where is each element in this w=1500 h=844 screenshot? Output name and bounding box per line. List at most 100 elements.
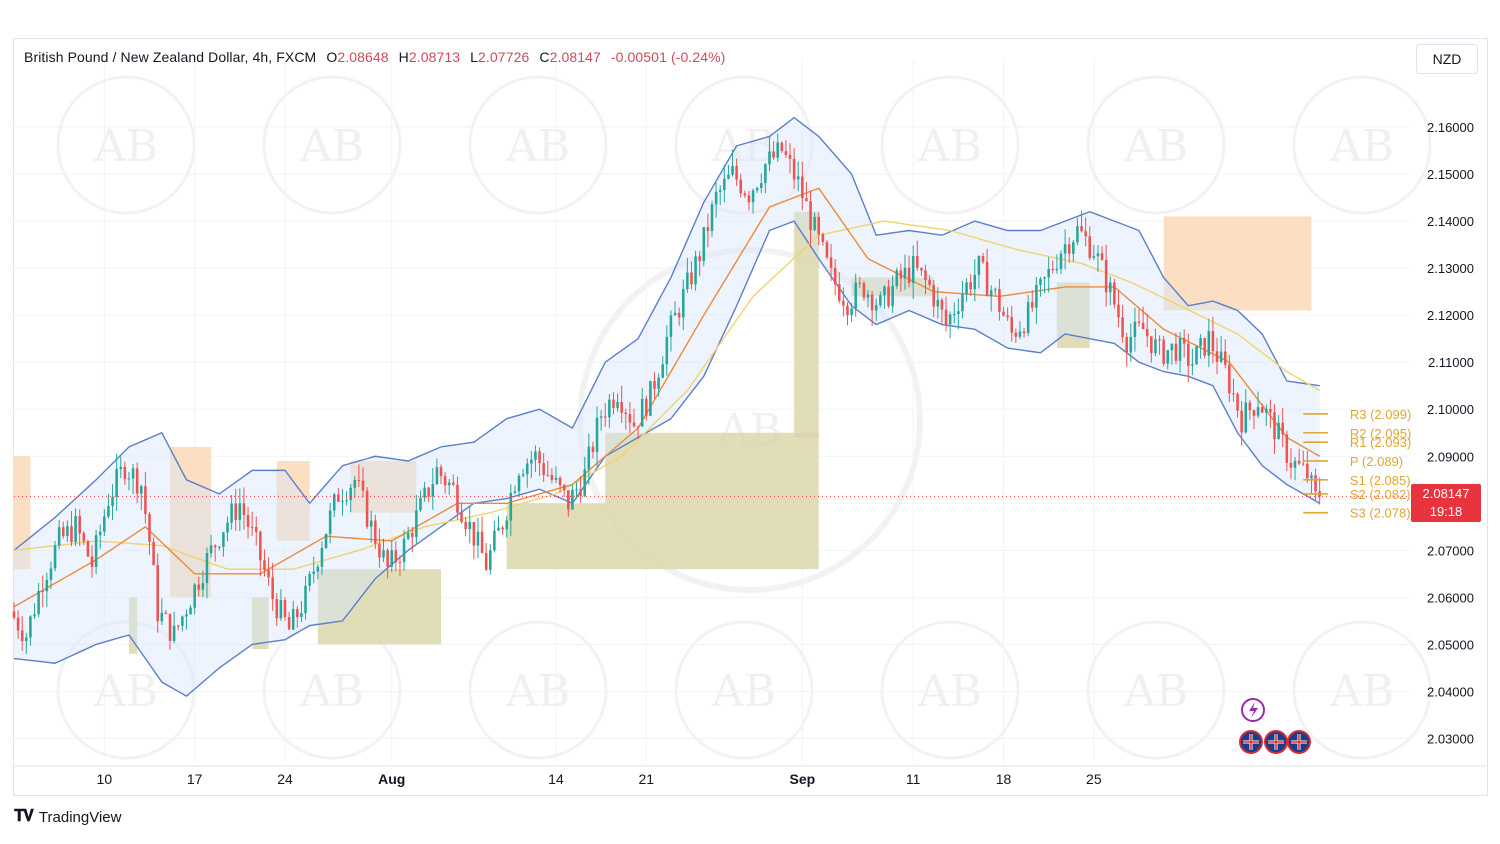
candle-body [111,496,114,507]
candle-body [879,295,882,306]
candle-body [1125,337,1128,353]
candle-body [591,446,595,453]
low-value: 2.07726 [478,49,530,65]
candle-body [283,599,287,618]
candle-body [1067,244,1071,254]
candle-body [271,577,274,599]
candle-body [1195,346,1198,365]
candle-body [562,485,566,491]
candle-body [944,309,948,325]
candle-body [279,599,283,619]
candle-body [1178,338,1182,361]
candle-body [961,294,964,312]
x-tick-label: 11 [906,771,921,787]
candle-body [1039,278,1042,285]
tradingview-brand[interactable]: 𝐓𝐕 TradingView [14,808,121,826]
candle-body [1104,259,1108,293]
candle-body [201,583,205,590]
candle-body [1306,463,1309,479]
candle-body [123,466,127,480]
candle-body [263,560,266,570]
candle-body [435,467,439,485]
candle-body [332,494,336,511]
x-tick-label: 17 [187,771,203,787]
candle-body [1289,462,1293,468]
candle-body [780,142,784,152]
candle-body [567,490,570,510]
y-tick-label: 2.13000 [1427,261,1474,276]
candle-body [1252,410,1256,416]
candle-body [969,282,972,290]
candle-body [764,164,767,184]
candle-body [632,422,636,427]
high-label: H [398,49,409,65]
x-axis[interactable]: 10 17 24 Aug 14 21 Sep 11 18 25 [14,765,1486,787]
candle-body [320,547,324,567]
candle-body [304,585,307,614]
candle-body [1088,236,1092,258]
candle-body [1092,256,1096,258]
candle-body [415,510,418,537]
candle-body [842,300,845,306]
candle-body [981,255,985,262]
demand-zone [252,597,269,650]
candle-body [829,257,833,268]
candle-body [501,527,504,530]
watermark-ring [468,620,608,760]
candle-body [1215,351,1219,362]
candle-body [735,165,738,180]
demand-zone [605,432,819,570]
candle-body [1240,410,1243,433]
candle-body [1018,331,1022,337]
watermark-ring-large [577,247,923,593]
candle-body [312,571,316,574]
candle-body [70,526,73,543]
lightning-icon [1249,702,1258,718]
candle-body [636,426,640,428]
candle-body [218,546,221,548]
candle-body [1129,336,1133,353]
candles-layer [12,133,1410,654]
candle-body [57,527,61,546]
candle-body [1301,463,1305,465]
candle-body [148,513,151,542]
candle-body [1236,393,1239,411]
candle-body [345,500,348,502]
symbol-title[interactable]: British Pound / New Zealand Dollar, 4h, … [24,49,317,65]
symbol-legend[interactable]: British Pound / New Zealand Dollar, 4h, … [24,49,725,65]
chart-frame[interactable] [13,38,1488,796]
candle-body [1260,407,1264,413]
candle-body [156,565,159,622]
supply-zone [1163,216,1312,311]
candle-body [234,503,237,520]
candle-body [1026,302,1030,334]
candle-body [916,255,919,268]
event-icons[interactable] [1239,698,1311,754]
currency-button[interactable]: NZD [1416,44,1478,74]
candle-body [378,543,381,558]
candle-body [140,486,143,494]
y-tick-label: 2.03000 [1427,731,1474,746]
candle-body [546,474,550,476]
watermark-text: AB [1329,121,1394,172]
x-tick-label: 14 [548,771,564,787]
candle-body [1121,317,1124,338]
candle-body [850,308,853,316]
candle-body [489,550,492,570]
close-label: C [539,49,550,65]
candle-body [115,468,118,497]
watermark-ring [56,75,196,215]
candle-body [838,284,841,301]
candle-body [131,468,135,479]
candle-body [550,475,554,480]
watermark-ring [880,620,1020,760]
candle-body [1310,475,1313,479]
bollinger-lower [13,220,1321,698]
candle-body [386,550,389,567]
candle-body [932,284,935,307]
candle-body [731,165,734,175]
candle-body [681,289,685,318]
y-tick-label: 2.10000 [1427,402,1474,417]
y-axis[interactable]: 2.16000 2.15000 2.14000 2.13000 2.12000 2.110… [1427,120,1474,746]
